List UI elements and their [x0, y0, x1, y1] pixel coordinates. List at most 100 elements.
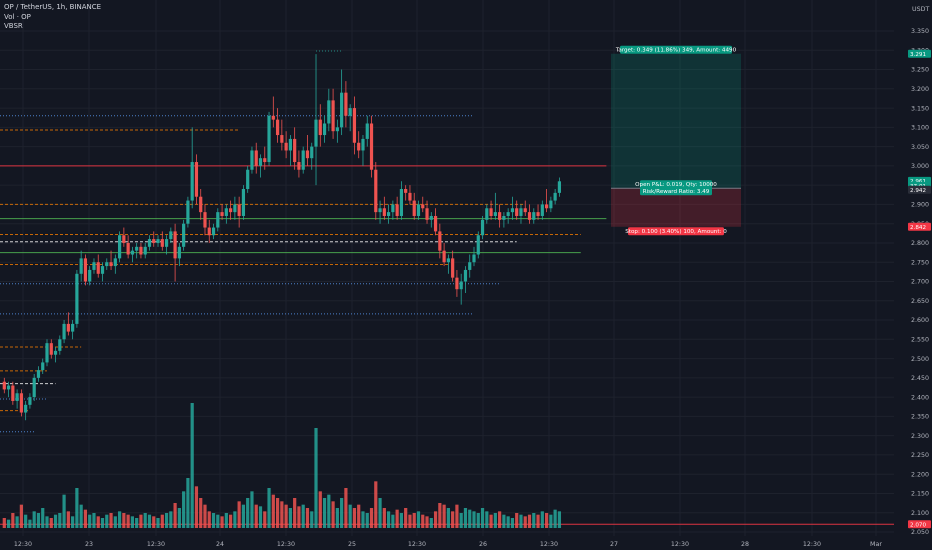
- volume-bar: [553, 509, 557, 528]
- profit-zone[interactable]: [611, 53, 741, 189]
- candle-body: [327, 100, 331, 124]
- volume-bar: [348, 504, 352, 528]
- long-position-tool[interactable]: Target: 0.349 (11.86%) 349, Amount: 4490…: [611, 45, 741, 236]
- volume-bar: [160, 514, 164, 528]
- candle-body: [455, 277, 459, 290]
- price-tick-label: 3.150: [911, 105, 929, 112]
- candle-body: [557, 181, 561, 193]
- price-tick-label: 2.550: [911, 337, 929, 344]
- time-axis[interactable]: 12:30 23 12:30 24 12:30 25 12:30 26 12:30 27 12:30…: [14, 541, 882, 548]
- candle-body: [361, 138, 365, 151]
- time-tick-label: 12:30: [540, 541, 558, 548]
- volume-bar: [177, 508, 181, 528]
- volume-bar: [429, 518, 433, 528]
- candle-body: [374, 169, 378, 213]
- candle-body: [169, 231, 173, 240]
- volume-bar: [109, 513, 113, 528]
- candle-body: [2, 381, 6, 390]
- volume-bar: [310, 511, 314, 528]
- volume-bar: [164, 513, 169, 528]
- candle-body: [472, 254, 476, 263]
- candle-body: [412, 200, 416, 216]
- candle-body: [429, 215, 433, 220]
- volume-bar: [438, 503, 442, 528]
- chart-legend: OP / TetherUS, 1h, BINANCE Vol · OP VBSR: [4, 3, 101, 32]
- volume-bar: [510, 518, 515, 528]
- target-label: Target: 0.349 (11.86%) 349, Amount: 4490: [615, 48, 737, 54]
- volume-bar: [246, 498, 250, 528]
- volume-bar: [344, 488, 348, 528]
- candle-body: [378, 208, 382, 213]
- volume-bar: [258, 506, 263, 528]
- volume-bar: [135, 518, 139, 528]
- price-axis[interactable]: USDT 3.3503.3003.2503.2003.1503.1003.050…: [911, 6, 929, 536]
- candle-body: [143, 246, 147, 255]
- candle-body: [173, 231, 177, 259]
- candle-body: [348, 108, 352, 116]
- volume-bar: [250, 491, 254, 528]
- volume-bar: [211, 513, 216, 528]
- volume-bar: [199, 498, 203, 528]
- price-tick-label: 2.200: [911, 471, 929, 478]
- volume-legend[interactable]: Vol · OP: [4, 12, 31, 21]
- volume-bar: [88, 514, 92, 528]
- stop-label-box[interactable]: [628, 227, 724, 236]
- volume-bar: [79, 504, 83, 528]
- volume-bar: [53, 514, 58, 528]
- open-pnl-box[interactable]: [640, 180, 712, 196]
- candle-body: [152, 239, 156, 243]
- volume-bar: [41, 508, 45, 528]
- time-tick-label: 26: [479, 541, 487, 548]
- volume-bar: [433, 511, 438, 528]
- candle-body: [177, 246, 181, 259]
- price-tick-label: 2.500: [911, 356, 929, 363]
- candle-body: [105, 262, 109, 267]
- candle-body: [344, 92, 348, 116]
- volume-bar: [2, 518, 6, 528]
- candle-body: [199, 196, 203, 213]
- candle-body: [32, 377, 36, 398]
- volume-bar: [369, 508, 374, 528]
- volume-bar: [139, 514, 143, 528]
- volume-bar: [194, 486, 199, 528]
- candle-body: [160, 239, 164, 247]
- target-label-box[interactable]: [620, 45, 732, 54]
- time-tick-label: 12:30: [408, 541, 426, 548]
- candle-body: [139, 246, 143, 255]
- candle-body: [79, 258, 83, 274]
- volume-bar: [100, 518, 105, 528]
- volume-bar: [305, 508, 310, 528]
- candle-body: [126, 242, 130, 255]
- indicator-legend[interactable]: VBSR: [4, 22, 23, 30]
- candle-body: [489, 208, 493, 216]
- time-tick-label: 24: [216, 541, 224, 548]
- volume-bar: [421, 514, 425, 528]
- candle-body: [71, 323, 75, 332]
- volume-bar: [425, 516, 429, 528]
- price-tick-label: 2.400: [911, 394, 929, 401]
- volume-bar: [233, 511, 237, 528]
- candle-body: [190, 162, 194, 201]
- candle-body: [100, 266, 105, 274]
- volume-bar: [408, 514, 412, 528]
- volume-bar: [459, 513, 463, 528]
- volume-bar: [15, 516, 19, 528]
- volume-bar: [506, 516, 510, 528]
- volume-bar: [152, 516, 156, 528]
- volume-bar: [117, 511, 122, 528]
- candle-body: [416, 204, 421, 216]
- open-pnl-label: Open P&L: 0.019, Qty: 10000: [635, 182, 717, 188]
- time-tick-label: 27: [610, 541, 618, 548]
- candle-body: [6, 385, 11, 390]
- candle-body: [421, 204, 425, 209]
- time-tick-label: 12:30: [803, 541, 821, 548]
- volume-bar: [130, 516, 134, 528]
- volume-bar: [331, 501, 335, 528]
- candle-body: [425, 208, 429, 220]
- volume-bar: [49, 518, 53, 528]
- candle-body: [322, 123, 327, 136]
- candle-body: [53, 350, 58, 355]
- candle-body: [493, 212, 497, 216]
- symbol-title[interactable]: OP / TetherUS, 1h, BINANCE: [4, 3, 102, 11]
